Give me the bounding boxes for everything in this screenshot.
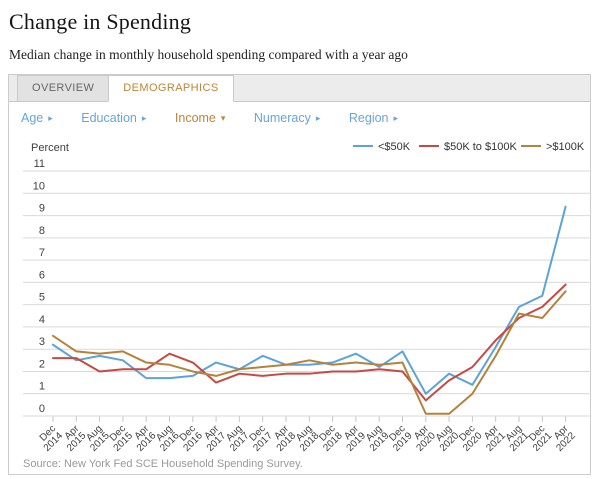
filter-bar: Age ▸ Education ▸ Income ▾ Numeracy ▸ Region… xyxy=(9,102,590,129)
legend-label: <$50K xyxy=(378,141,411,153)
spending-widget: OVERVIEW DEMOGRAPHICS Age ▸ Education ▸ In… xyxy=(8,74,591,475)
svg-text:0: 0 xyxy=(39,403,45,415)
chart-legend: <$50K $50K to $100K >$100K xyxy=(353,141,585,153)
y-axis-title: Percent xyxy=(31,142,69,154)
svg-text:10: 10 xyxy=(33,180,45,192)
x-axis-label: Dec2016 xyxy=(174,423,205,454)
chevron-right-icon: ▸ xyxy=(393,113,399,123)
chevron-right-icon: ▸ xyxy=(141,113,147,123)
x-axis-labels: Dec2014Apr2015Aug2015Dec2015Apr2016Aug20… xyxy=(35,423,578,454)
svg-text:5: 5 xyxy=(39,292,45,304)
svg-text:2: 2 xyxy=(39,358,45,370)
chevron-right-icon: ▸ xyxy=(315,113,321,123)
x-axis-label: Aug2017 xyxy=(221,423,252,454)
page-title: Change in Spending xyxy=(9,9,192,34)
filter-label: Age xyxy=(21,111,44,125)
x-axis-label: Aug2016 xyxy=(151,423,182,454)
x-axis-label: Aug2018 xyxy=(291,423,322,454)
page-subtitle: Median change in monthly household spend… xyxy=(9,47,408,62)
report-header: Change in Spending Median change in mont… xyxy=(0,0,600,63)
x-axis-label: Aug2021 xyxy=(501,423,532,454)
x-axis-label: Dec2017 xyxy=(244,423,275,454)
chevron-right-icon: ▸ xyxy=(48,113,53,123)
series-line-50k xyxy=(52,205,567,395)
legend-label: >$100K xyxy=(546,141,585,153)
svg-text:7: 7 xyxy=(39,247,45,259)
filter-numeracy[interactable]: Numeracy ▸ xyxy=(254,111,321,125)
tab-overview[interactable]: OVERVIEW xyxy=(17,75,110,101)
filter-label: Numeracy xyxy=(253,111,311,125)
spending-line-chart: 0 1 2 3 4 5 6 7 8 9 10 11 Percent Dec2014Apr2015Aug20… xyxy=(23,141,591,470)
filter-label: Region xyxy=(348,111,389,125)
legend-item-50kto100k[interactable]: $50K to $100K xyxy=(419,141,517,153)
svg-text:8: 8 xyxy=(39,225,45,237)
x-axis-label: Dec2019 xyxy=(384,423,415,454)
legend-item-100k[interactable]: >$100K xyxy=(521,141,585,153)
filter-income[interactable]: Income ▾ xyxy=(175,111,226,125)
svg-text:11: 11 xyxy=(34,158,45,170)
svg-text:9: 9 xyxy=(39,203,45,215)
filter-education[interactable]: Education ▸ xyxy=(81,111,146,125)
legend-label: $50K to $100K xyxy=(444,141,517,153)
filter-region[interactable]: Region ▸ xyxy=(349,111,398,125)
series-line-100k xyxy=(52,290,567,415)
svg-text:1: 1 xyxy=(39,381,45,393)
x-axis-label: Aug2015 xyxy=(81,423,112,454)
x-axis-label: Aug2020 xyxy=(431,423,462,454)
legend-item-50k[interactable]: <$50K xyxy=(353,141,411,153)
filter-label: Education xyxy=(81,111,137,125)
tab-bar: OVERVIEW DEMOGRAPHICS xyxy=(9,75,590,102)
x-axis-label: Dec2020 xyxy=(454,423,485,454)
filter-age[interactable]: Age ▸ xyxy=(21,111,53,125)
x-axis-label: Aug2019 xyxy=(361,423,392,454)
tab-demographics[interactable]: DEMOGRAPHICS xyxy=(108,75,234,102)
chevron-down-icon: ▾ xyxy=(220,113,226,123)
x-axis-label: Dec2014 xyxy=(35,423,66,454)
x-axis-ticks xyxy=(52,416,567,422)
x-axis-label: Dec2021 xyxy=(524,423,555,454)
x-axis-label: Dec2018 xyxy=(314,423,345,454)
svg-text:6: 6 xyxy=(39,269,45,281)
y-gridlines xyxy=(23,170,591,417)
series-line-50kto100k xyxy=(52,283,567,402)
filter-label: Income xyxy=(174,111,216,125)
y-axis-labels: 0 1 2 3 4 5 6 7 8 9 10 11 xyxy=(33,158,45,415)
source-note: Source: New York Fed SCE Household Spend… xyxy=(23,458,303,470)
svg-text:3: 3 xyxy=(39,336,45,348)
svg-text:4: 4 xyxy=(39,314,45,326)
x-axis-label: Dec2015 xyxy=(105,423,136,454)
